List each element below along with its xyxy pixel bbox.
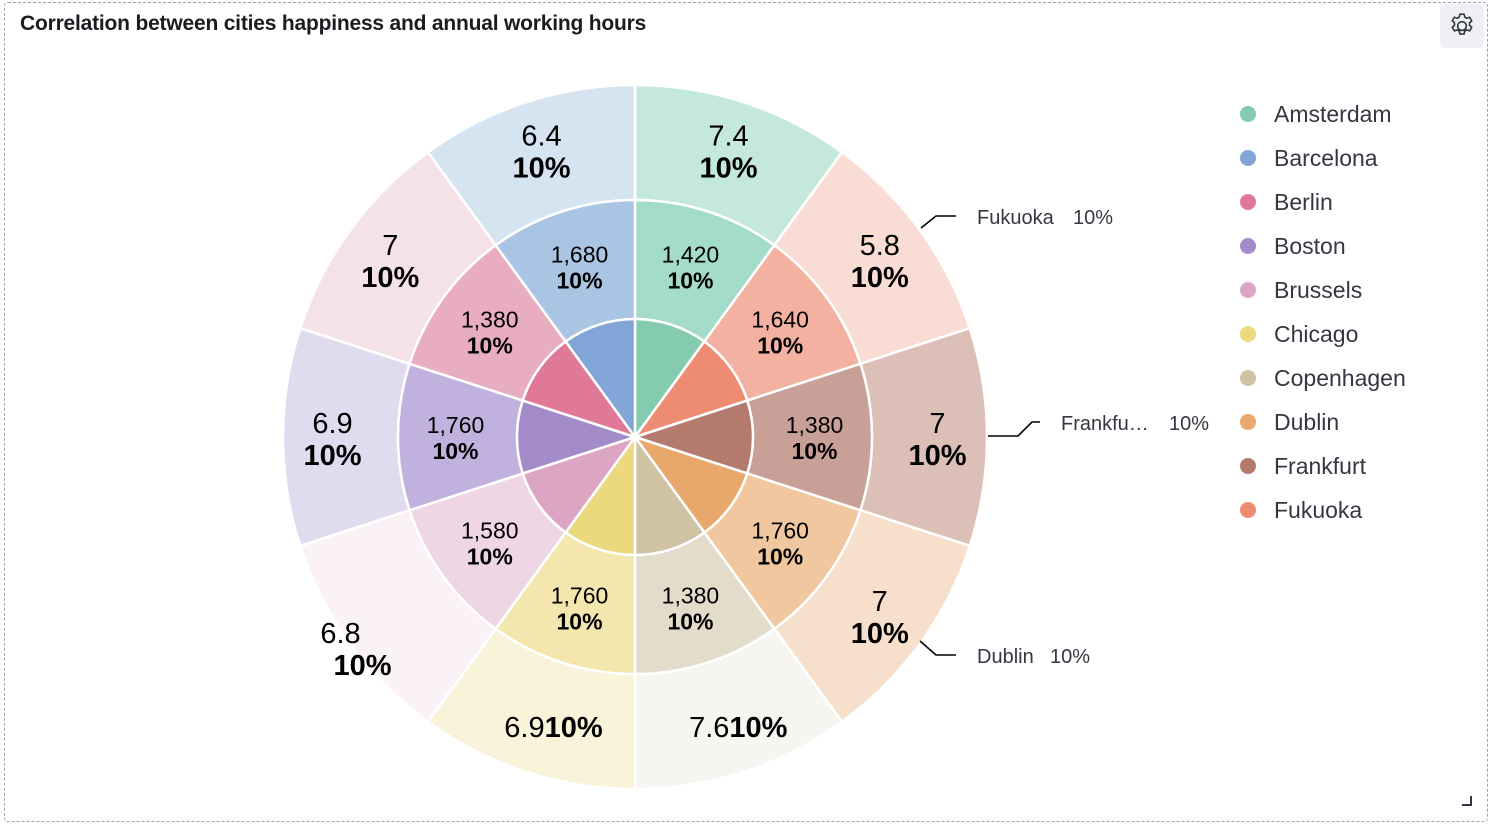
inner-slice-berlin: [521, 339, 639, 440]
legend-item-amsterdam[interactable]: Amsterdam: [1240, 92, 1406, 136]
legend-label: Fukuoka: [1274, 496, 1363, 523]
outer-value-label-amsterdam: 7.4: [708, 120, 748, 152]
middle-pct-label-copenhagen: 10%: [667, 609, 713, 635]
outer-value-label-fukuoka: 5.8: [860, 230, 900, 262]
middle-value-label-dublin: 1,760: [751, 518, 809, 544]
legend-label: Berlin: [1274, 188, 1333, 215]
outer-pct-label-fukuoka: 10%: [851, 262, 909, 294]
legend-label: Frankfurt: [1274, 452, 1367, 479]
legend-item-frankfurt[interactable]: Frankfurt: [1240, 444, 1406, 488]
legend-swatch: [1240, 238, 1256, 254]
link-line-frankfurt: [988, 421, 1040, 437]
legend-item-fukuoka[interactable]: Fukuoka: [1240, 488, 1406, 532]
outside-pct-label-frankfurt: 10%: [1169, 413, 1209, 435]
legend-swatch: [1240, 150, 1256, 166]
middle-value-label-brussels: 1,580: [461, 518, 519, 544]
legend-item-dublin[interactable]: Dublin: [1240, 400, 1406, 444]
inner-slice-amsterdam: [633, 317, 707, 441]
outside-pct-label-fukuoka: 10%: [1073, 207, 1113, 229]
middle-value-label-barcelona: 1,680: [551, 241, 609, 267]
legend-swatch: [1240, 502, 1256, 518]
outer-pct-label-boston: 10%: [303, 440, 361, 472]
middle-value-label-fukuoka: 1,640: [751, 306, 809, 332]
legend-label: Chicago: [1274, 320, 1359, 347]
inner-slice-chicago: [563, 433, 637, 557]
panel-settings-button[interactable]: [1440, 4, 1484, 48]
outer-value-label-copenhagen: 7.6: [689, 712, 729, 744]
outer-value-label-barcelona: 6.4: [521, 120, 561, 152]
inner-slice-boston: [515, 398, 640, 476]
outer-value-label-berlin: 7: [382, 230, 398, 262]
outer-pct-label-barcelona: 10%: [512, 152, 570, 184]
outer-slice-frankfurt: [858, 326, 989, 548]
legend-swatch: [1240, 326, 1256, 342]
middle-value-label-boston: 1,760: [427, 412, 485, 438]
legend-swatch: [1240, 414, 1256, 430]
legend-label: Dublin: [1274, 408, 1340, 435]
outer-value-label-frankfurt: 7: [929, 408, 945, 440]
legend-item-brussels[interactable]: Brussels: [1240, 268, 1406, 312]
outside-label-fukuoka: Fukuoka: [977, 207, 1055, 229]
middle-pct-label-berlin: 10%: [467, 332, 513, 358]
outside-label-dublin: Dublin: [977, 646, 1034, 668]
outside-label-frankfurt: Frankfu…: [1061, 413, 1149, 435]
middle-value-label-amsterdam: 1,420: [662, 241, 720, 267]
middle-value-label-berlin: 1,380: [461, 306, 519, 332]
inner-slice-frankfurt: [630, 398, 755, 476]
outer-value-label-brussels: 6.8: [320, 618, 360, 650]
outer-pct-label-berlin: 10%: [361, 262, 419, 294]
outside-pct-label-dublin: 10%: [1050, 646, 1090, 668]
resize-handle-icon[interactable]: [1461, 795, 1473, 807]
inner-slice-barcelona: [563, 317, 637, 441]
outer-value-label-boston: 6.9: [312, 408, 352, 440]
legend-swatch: [1240, 106, 1256, 122]
middle-pct-label-chicago: 10%: [557, 609, 603, 635]
legend-label: Boston: [1274, 232, 1346, 259]
outer-value-label-chicago: 6.9: [504, 712, 544, 744]
link-line-dublin: [919, 640, 956, 656]
legend: Amsterdam Barcelona Berlin Boston Brussels Ch…: [1240, 92, 1406, 532]
legend-item-chicago[interactable]: Chicago: [1240, 312, 1406, 356]
legend-swatch: [1240, 194, 1256, 210]
legend-swatch: [1240, 458, 1256, 474]
inner-slice-brussels: [521, 434, 639, 535]
sunburst-chart: 1,42010%7.410%1,64010%5.810%1,38010%710%…: [281, 83, 1209, 791]
legend-item-berlin[interactable]: Berlin: [1240, 180, 1406, 224]
legend-label: Copenhagen: [1274, 364, 1406, 391]
legend-label: Brussels: [1274, 276, 1363, 303]
legend-label: Amsterdam: [1274, 100, 1392, 127]
outer-pct-label-copenhagen: 10%: [729, 712, 787, 744]
inner-slice-fukuoka: [631, 339, 749, 440]
legend-label: Barcelona: [1274, 144, 1378, 171]
middle-value-label-chicago: 1,760: [551, 583, 609, 609]
middle-value-label-copenhagen: 1,380: [662, 583, 720, 609]
link-line-fukuoka: [920, 215, 956, 229]
outer-pct-label-chicago: 10%: [545, 712, 603, 744]
outer-pct-label-brussels: 10%: [333, 650, 391, 682]
outer-value-label-dublin: 7: [872, 586, 888, 618]
middle-pct-label-frankfurt: 10%: [791, 438, 837, 464]
legend-item-copenhagen[interactable]: Copenhagen: [1240, 356, 1406, 400]
middle-pct-label-fukuoka: 10%: [757, 332, 803, 358]
middle-value-label-frankfurt: 1,380: [786, 412, 844, 438]
outer-pct-label-dublin: 10%: [851, 618, 909, 650]
middle-pct-label-dublin: 10%: [757, 544, 803, 570]
legend-swatch: [1240, 282, 1256, 298]
middle-pct-label-boston: 10%: [432, 438, 478, 464]
outer-pct-label-frankfurt: 10%: [908, 440, 966, 472]
middle-pct-label-brussels: 10%: [467, 544, 513, 570]
legend-item-barcelona[interactable]: Barcelona: [1240, 136, 1406, 180]
legend-swatch: [1240, 370, 1256, 386]
inner-slice-dublin: [631, 434, 749, 535]
gear-icon: [1451, 13, 1473, 35]
outer-pct-label-amsterdam: 10%: [699, 152, 757, 184]
inner-slice-copenhagen: [633, 433, 707, 557]
legend-item-boston[interactable]: Boston: [1240, 224, 1406, 268]
panel-title: Correlation between cities happiness and…: [20, 12, 647, 35]
middle-pct-label-amsterdam: 10%: [667, 267, 713, 293]
middle-pct-label-barcelona: 10%: [557, 267, 603, 293]
